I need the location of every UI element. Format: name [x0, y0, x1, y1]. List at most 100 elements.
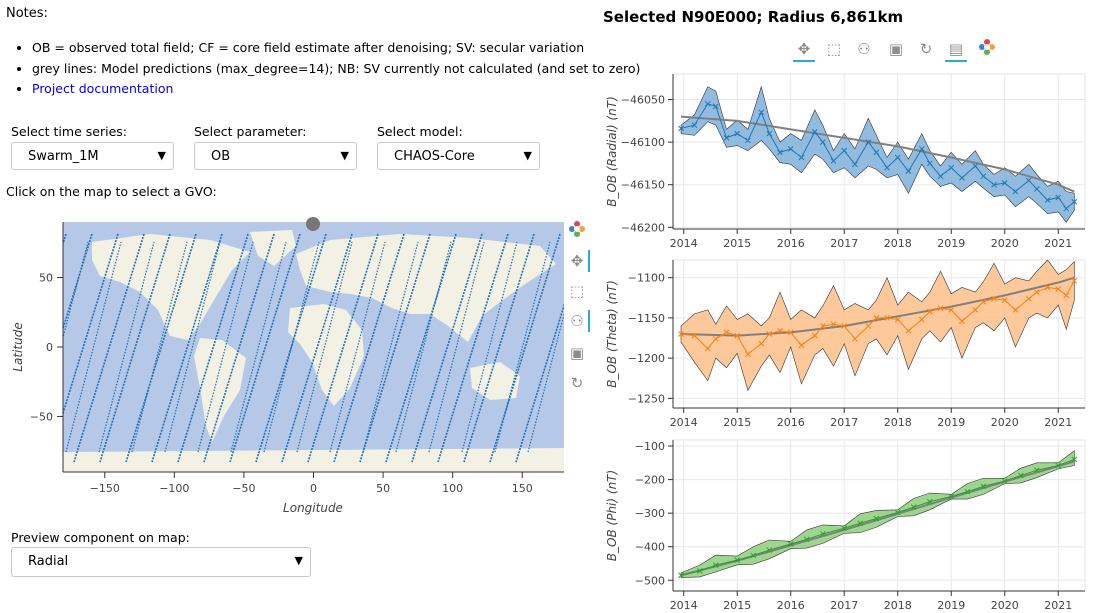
- model-label: Select model:: [377, 124, 463, 139]
- map-track: [307, 233, 379, 463]
- radial-chart[interactable]: −46050 −46100 −46150 −46200 2014 2015 2016 2017…: [600, 66, 1100, 251]
- pan-icon[interactable]: ✥: [566, 250, 590, 272]
- data-point: [937, 173, 944, 180]
- model-select[interactable]: CHAOS-Core ▼: [377, 142, 540, 170]
- data-point: [972, 307, 979, 313]
- x-tick-label: 2020: [991, 416, 1019, 429]
- data-point: [777, 149, 783, 156]
- map-track: [281, 233, 353, 463]
- map-x-tick-label: −100: [159, 482, 189, 495]
- map-track: [177, 233, 249, 463]
- data-point: [1025, 177, 1032, 184]
- map-track: [463, 233, 535, 463]
- data-point: [1033, 289, 1040, 296]
- wheel-zoom-icon[interactable]: ⚇: [566, 310, 590, 332]
- hover-icon[interactable]: ▤: [945, 38, 967, 62]
- x-tick-label: 2017: [830, 599, 858, 612]
- data-point: [918, 316, 925, 323]
- data-point: [811, 332, 818, 339]
- map-track: [263, 241, 320, 453]
- preview-label: Preview component on map:: [11, 530, 190, 545]
- x-tick-label: 2015: [723, 237, 751, 250]
- pan-icon[interactable]: ✥: [793, 38, 815, 62]
- map-track: [385, 233, 457, 463]
- data-point: [691, 332, 698, 339]
- phi-chart[interactable]: −100 −200 −300 −400 −500 2014 2015 2016 2017 2018…: [600, 432, 1100, 613]
- data-point: [905, 168, 912, 174]
- x-tick-label: 2018: [884, 599, 912, 612]
- data-point: [830, 158, 837, 164]
- x-tick-label: 2017: [830, 237, 858, 250]
- bokeh-logo-icon[interactable]: [976, 38, 998, 60]
- preview-value: Radial: [28, 554, 69, 569]
- save-icon[interactable]: ▣: [888, 40, 904, 58]
- data-point: [1033, 467, 1040, 474]
- map-track: [395, 241, 452, 453]
- data-point: [830, 321, 837, 328]
- map-hint: Click on the map to select a GVO:: [6, 184, 217, 199]
- data-point: [1063, 205, 1070, 212]
- reset-icon[interactable]: ↻: [919, 40, 933, 58]
- data-point: [787, 146, 794, 152]
- model-line: [680, 460, 1075, 577]
- box-zoom-icon[interactable]: ⬚: [569, 282, 585, 300]
- data-point: [894, 316, 901, 323]
- data-point: [712, 103, 719, 110]
- data-point: [696, 568, 703, 574]
- data-point: [1033, 186, 1040, 192]
- bokeh-logo-icon[interactable]: [566, 220, 588, 242]
- parameter-label: Select parameter:: [194, 124, 307, 139]
- data-point: [734, 130, 741, 137]
- timeseries-select[interactable]: Swarm_1M ▼: [11, 142, 174, 170]
- box-zoom-icon[interactable]: ⬚: [826, 40, 842, 58]
- chevron-down-icon: ▼: [523, 149, 532, 162]
- data-point: [841, 525, 848, 532]
- map-track: [255, 233, 327, 463]
- map-track: [362, 241, 419, 453]
- selected-gvo-marker[interactable]: [306, 217, 320, 231]
- model-line: [680, 115, 1075, 193]
- x-tick-label: 2016: [777, 599, 805, 612]
- map-track: [230, 241, 287, 453]
- data-point: [798, 342, 805, 349]
- data-point: [918, 146, 925, 152]
- map-track: [151, 233, 223, 463]
- map-track: [197, 241, 254, 453]
- map-track: [411, 233, 483, 463]
- theta-chart[interactable]: −1100 −1150 −1200 −1250 2014 2015 2016 2017 2018…: [600, 252, 1100, 430]
- data-point: [841, 147, 848, 154]
- preview-component-select[interactable]: Radial ▼: [11, 547, 311, 577]
- data-point: [1001, 478, 1008, 484]
- save-icon[interactable]: ▣: [569, 344, 585, 362]
- y-tick-label: −300: [635, 507, 665, 520]
- project-documentation-link[interactable]: Project documentation: [32, 81, 174, 96]
- x-tick-label: 2019: [937, 416, 965, 429]
- wheel-zoom-icon[interactable]: ⚇: [857, 40, 871, 58]
- data-point: [811, 129, 818, 135]
- map-track: [359, 233, 431, 463]
- data-point: [884, 164, 890, 171]
- chevron-down-icon: ▼: [157, 149, 166, 162]
- data-point: [678, 125, 684, 132]
- data-point: [948, 493, 955, 500]
- map-y-ticks: 50 0 −50: [30, 272, 63, 423]
- y-tick-label: −1250: [628, 392, 665, 405]
- data-point: [712, 335, 719, 342]
- data-point: [745, 351, 751, 357]
- y-tick-label: −46150: [621, 179, 665, 192]
- map-track: [229, 233, 301, 463]
- map-tracks-ascending: [63, 241, 564, 453]
- parameter-select[interactable]: OB ▼: [194, 142, 357, 170]
- y-axis-label: B_OB (Radial) (nT): [605, 96, 619, 207]
- reset-icon[interactable]: ↻: [570, 374, 584, 392]
- gvo-map[interactable]: −150 −100 −50 0 50 100 150 50 0 −50 Longitude La…: [0, 212, 600, 522]
- x-tick-label: 2018: [884, 237, 912, 250]
- y-tick-label: −200: [635, 474, 665, 487]
- map-land: [63, 230, 564, 472]
- x-tick-label: 2021: [1044, 416, 1072, 429]
- data-point: [723, 135, 730, 141]
- map-x-ticks: −150 −100 −50 0 50 100 150: [90, 472, 533, 495]
- data-point: [873, 515, 880, 522]
- y-tick-label: −1150: [628, 312, 665, 325]
- data-point: [991, 295, 997, 302]
